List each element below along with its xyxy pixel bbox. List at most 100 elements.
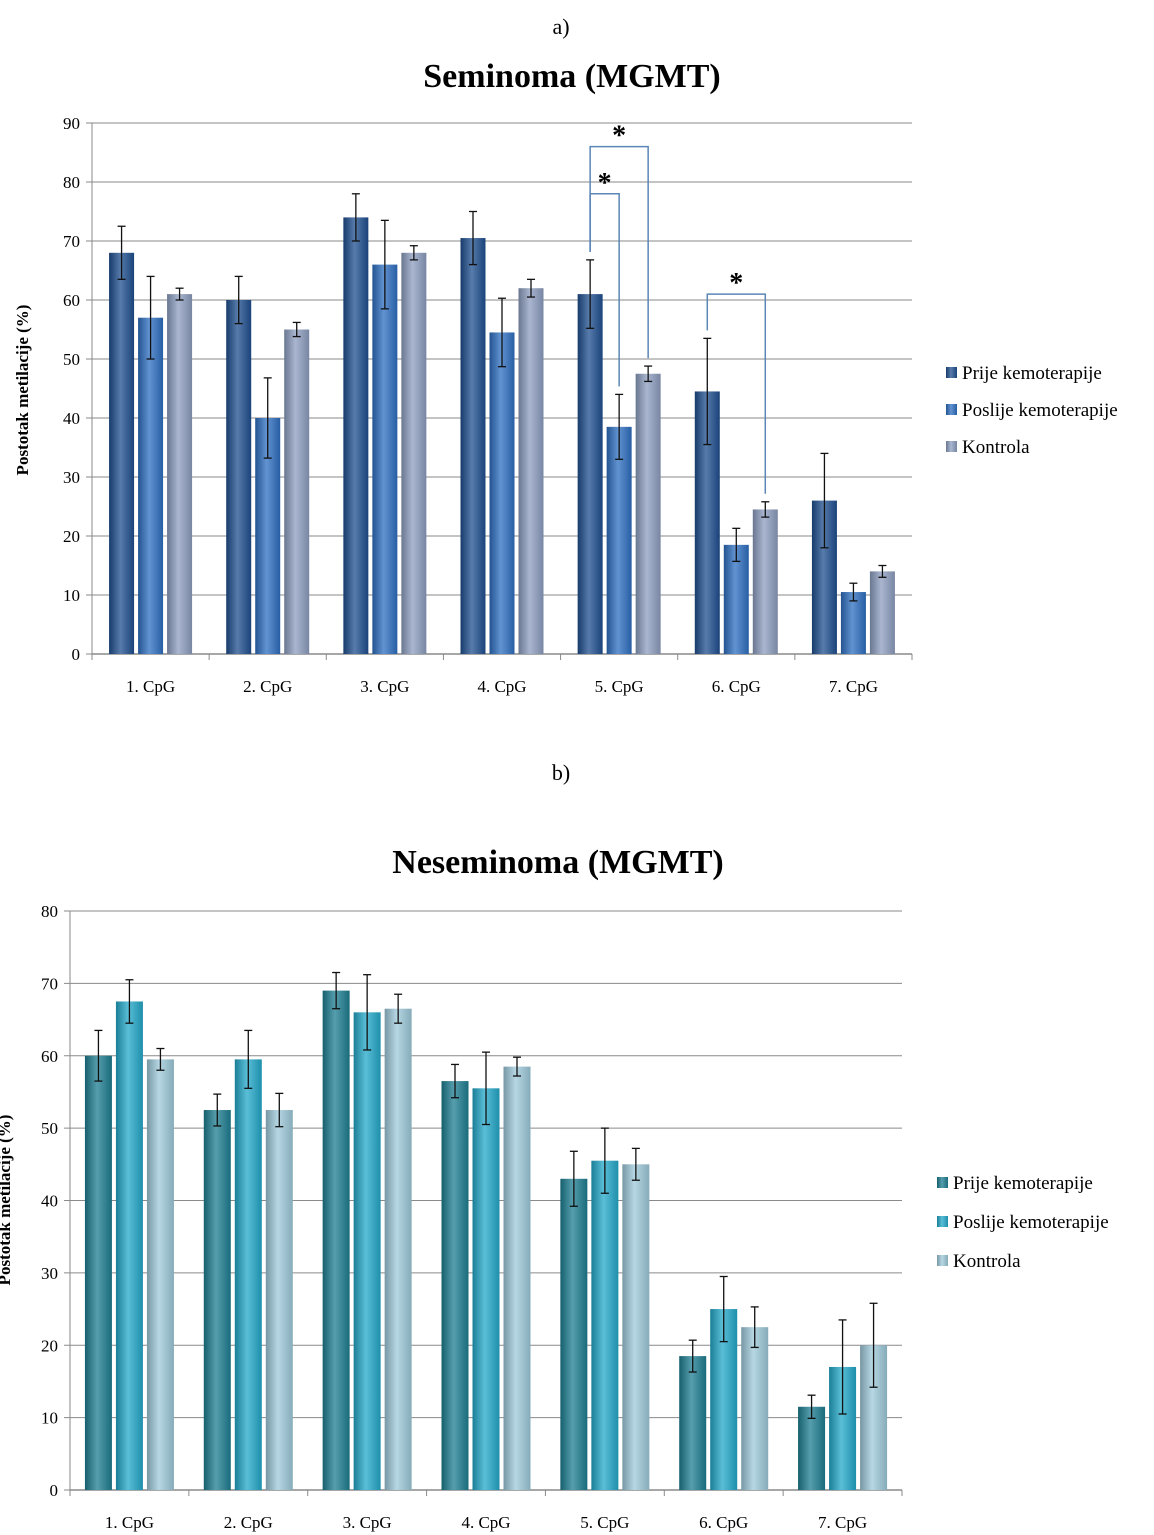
legend-swatch <box>946 367 957 378</box>
significance-star: * <box>729 268 743 299</box>
legend-label: Poslije kemoterapije <box>962 400 1118 421</box>
y-axis-label-b: Postotak metilacije (%) <box>0 1115 14 1286</box>
legend-label: Kontrola <box>962 437 1030 458</box>
bar <box>460 238 486 655</box>
bar <box>322 990 350 1490</box>
bar <box>560 1178 588 1490</box>
x-tick-label: 5. CpG <box>595 677 644 696</box>
y-ticks-a: 0 10 20 30 40 50 60 70 80 90 <box>63 114 92 664</box>
bar <box>84 1055 112 1490</box>
y-tick-label: 30 <box>63 468 80 487</box>
x-tick-label: 2. CpG <box>243 677 292 696</box>
bar <box>441 1081 469 1490</box>
panel-label-b: b) <box>552 760 570 785</box>
significance-star: * <box>598 168 612 199</box>
bar <box>234 1059 262 1490</box>
x-tick-label: 7. CpG <box>829 677 878 696</box>
y-tick-label: 20 <box>63 527 80 546</box>
bar <box>203 1110 231 1490</box>
bar <box>622 1164 650 1490</box>
x-tick-label: 3. CpG <box>360 677 409 696</box>
y-tick-label: 70 <box>41 974 58 993</box>
bar <box>591 1160 619 1490</box>
legend-swatch <box>937 1255 948 1266</box>
bar <box>284 329 310 654</box>
bar <box>167 294 193 654</box>
y-tick-label: 80 <box>41 902 58 921</box>
y-tick-label: 60 <box>63 291 80 310</box>
x-tick-label: 6. CpG <box>699 1513 748 1532</box>
legend-label: Poslije kemoterapije <box>953 1212 1109 1233</box>
y-tick-label: 80 <box>63 173 80 192</box>
bars-a <box>109 217 895 655</box>
bar <box>401 252 427 655</box>
bars-b <box>84 990 888 1490</box>
significance-star: * <box>612 121 626 152</box>
y-tick-label: 40 <box>41 1192 58 1211</box>
bar <box>840 592 866 654</box>
legend-b: Prije kemoterapije Poslije kemoterapije Ko… <box>937 1173 1109 1272</box>
bar <box>372 264 398 654</box>
x-tick-label: 2. CpG <box>224 1513 273 1532</box>
x-tick-label: 4. CpG <box>477 677 526 696</box>
bar <box>635 373 661 654</box>
bar <box>518 288 544 654</box>
bar <box>577 294 603 654</box>
y-tick-label: 0 <box>50 1481 59 1500</box>
y-ticks-b: 0 10 20 30 40 50 60 70 80 <box>41 902 70 1500</box>
chart-title-b: Neseminoma (MGMT) <box>392 844 723 881</box>
bar <box>489 332 515 654</box>
significance-bracket <box>706 293 767 494</box>
x-ticks-b: 1. CpG 2. CpG 3. CpG 4. CpG 5. CpG 6. CpG 7. C… <box>69 1490 903 1532</box>
bar <box>343 217 369 654</box>
significance-brackets-a: *** <box>589 121 767 494</box>
x-tick-label: 7. CpG <box>818 1513 867 1532</box>
legend-label: Prije kemoterapije <box>962 363 1102 384</box>
panel-label-a: a) <box>552 14 569 39</box>
y-tick-label: 60 <box>41 1047 58 1066</box>
y-tick-label: 10 <box>63 586 80 605</box>
x-tick-label: 5. CpG <box>580 1513 629 1532</box>
bar <box>146 1059 174 1490</box>
bar <box>752 509 778 654</box>
x-ticks-a: 1. CpG 2. CpG 3. CpG 4. CpG 5. CpG 6. CpG 7. C… <box>91 654 913 696</box>
bar <box>723 544 749 654</box>
y-tick-label: 70 <box>63 232 80 251</box>
error-bars-b <box>94 971 878 1419</box>
bar <box>384 1008 412 1490</box>
bar <box>679 1356 707 1490</box>
bar <box>741 1327 769 1490</box>
bar <box>115 1001 143 1490</box>
y-tick-label: 50 <box>63 350 80 369</box>
chart-seminoma: a) Seminoma (MGMT) Postotak metilacije (… <box>13 14 1118 696</box>
bar <box>226 300 252 654</box>
y-tick-label: 90 <box>63 114 80 133</box>
legend-swatch <box>946 441 957 452</box>
y-axis-label-a: Postotak metilacije (%) <box>13 305 32 476</box>
bar <box>138 317 164 654</box>
chart-neseminoma: b) Neseminoma (MGMT) Postotak metilacije… <box>0 760 1109 1532</box>
legend-a: Prije kemoterapije Poslije kemoterapije Ko… <box>946 363 1118 458</box>
bar <box>353 1012 381 1490</box>
x-tick-label: 3. CpG <box>343 1513 392 1532</box>
legend-swatch <box>937 1216 948 1227</box>
y-tick-label: 0 <box>72 645 81 664</box>
x-tick-label: 1. CpG <box>126 677 175 696</box>
significance-bracket <box>589 145 649 359</box>
y-tick-label: 30 <box>41 1264 58 1283</box>
bar <box>503 1066 531 1490</box>
y-tick-label: 40 <box>63 409 80 428</box>
bar <box>869 571 895 654</box>
y-tick-label: 50 <box>41 1119 58 1138</box>
y-tick-label: 20 <box>41 1336 58 1355</box>
error-bars-a <box>117 193 887 602</box>
bar <box>109 252 135 655</box>
legend-swatch <box>937 1177 948 1188</box>
bar <box>606 426 632 654</box>
x-tick-label: 1. CpG <box>105 1513 154 1532</box>
bar <box>798 1406 826 1490</box>
bar <box>265 1110 293 1490</box>
x-tick-label: 6. CpG <box>712 677 761 696</box>
bar <box>472 1088 500 1490</box>
legend-swatch <box>946 404 957 415</box>
